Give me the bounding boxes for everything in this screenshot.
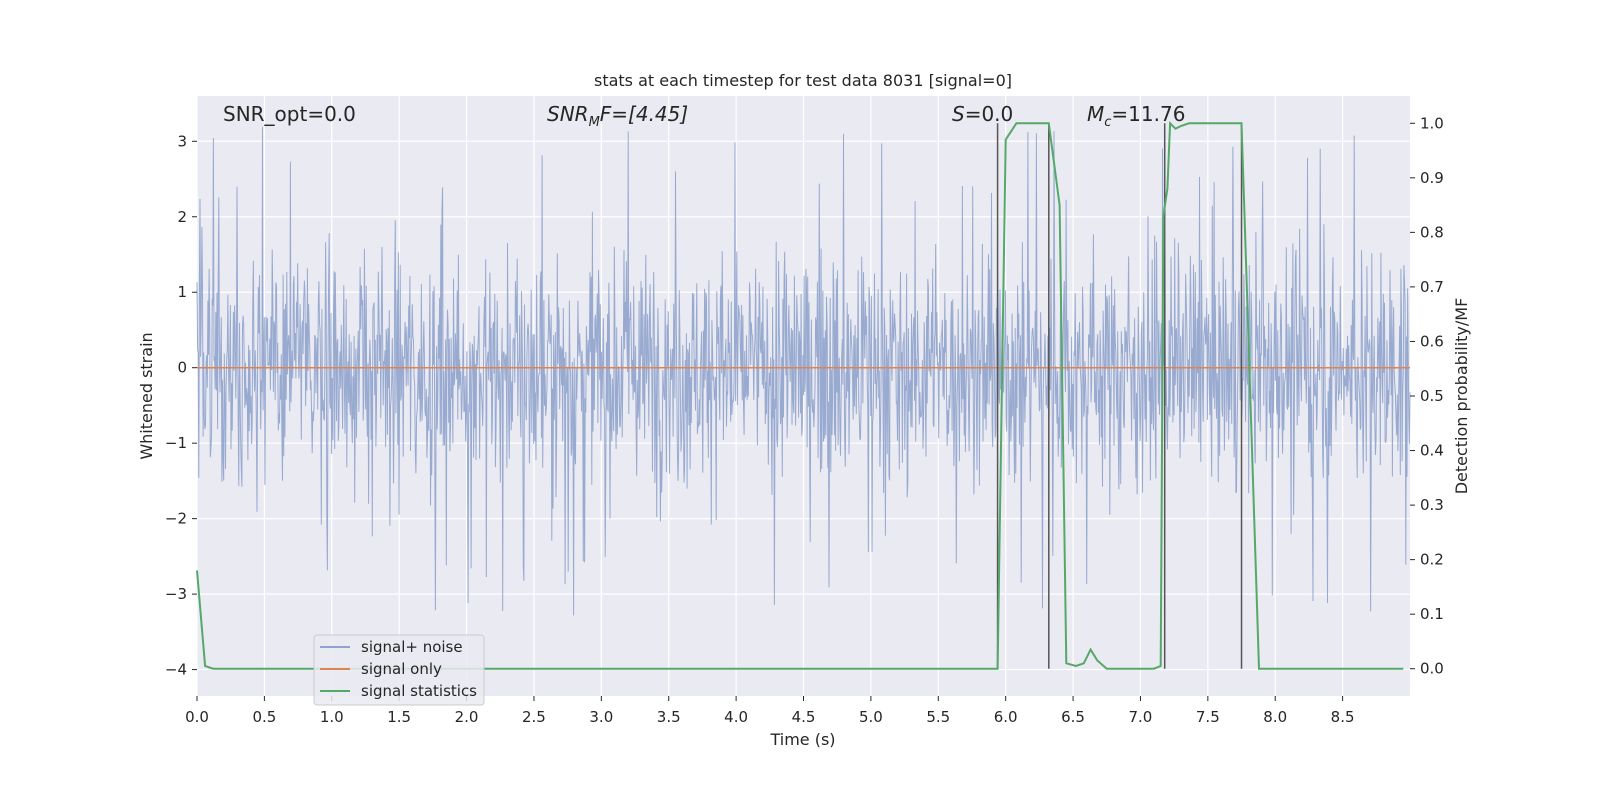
y-right-tick-label-0: 1.0 [1420,114,1444,132]
x-tick-label-12: 6.0 [994,708,1018,726]
legend-box [313,634,485,706]
y-tick-label-7: −4 [165,661,187,679]
y-tick-label-0: 3 [177,132,187,150]
annotation-mc: Mc=11.76 [1087,102,1185,130]
x-tick-label-10: 5.0 [859,708,883,726]
annotation-snr-opt: SNR_opt=0.0 [223,102,356,126]
chart-title: stats at each timestep for test data 803… [594,71,1012,90]
x-tick-label-17: 8.5 [1331,708,1355,726]
annotation-s-rest: =0.0 [965,102,1014,126]
x-tick-label-3: 1.5 [387,708,411,726]
x-axis-label: Time (s) [769,730,835,749]
y-right-tick-label-9: 0.1 [1420,605,1444,623]
x-tick-label-16: 8.0 [1263,708,1287,726]
y-right-tick-label-1: 0.9 [1420,169,1444,187]
annotation-s: S=0.0 [952,102,1013,126]
x-tick-label-6: 3.0 [589,708,613,726]
overlays [196,120,1410,670]
x-ticks: 0.0 0.5 1.0 1.5 2.0 2.5 3.0 3.5 4.0 4.5 5.0 5.5 6.0 6… [185,696,1355,726]
y-right-ticks: 1.0 0.9 0.8 0.7 0.6 0.5 0.4 0.3 0.2 0.1 0.0 [1410,114,1444,678]
annotation-s-main: S [952,102,965,126]
x-tick-label-2: 1.0 [320,708,344,726]
y-tick-label-6: −3 [165,585,187,603]
x-tick-label-4: 2.0 [455,708,479,726]
noise-line [196,126,1411,616]
legend-label-signal: signal only [361,660,442,678]
x-tick-label-7: 3.5 [657,708,681,726]
x-tick-label-1: 0.5 [252,708,276,726]
y-axis-label: Whitened strain [137,332,156,459]
y-tick-label-4: −1 [165,434,187,452]
y-right-tick-label-3: 0.7 [1420,278,1444,296]
y-right-tick-label-10: 0.0 [1420,660,1444,678]
annotation-snr-mf: SNRMF=[4.45] [547,102,688,130]
legend-label-noise: signal+ noise [361,638,463,656]
annotation-mc-rest: =11.76 [1111,102,1185,126]
legend: signal+ noise signal only signal statist… [313,634,485,706]
y-right-tick-label-7: 0.3 [1420,496,1444,514]
annotation-snr-mf-sub: M [589,115,600,130]
y-right-tick-label-4: 0.6 [1420,332,1444,350]
y-right-tick-label-8: 0.2 [1420,551,1444,569]
series-signal-noise [196,126,1411,616]
x-tick-label-11: 5.5 [926,708,950,726]
y-tick-label-2: 1 [177,283,187,301]
annotation-mc-main: M [1087,102,1104,126]
x-tick-label-8: 4.0 [724,708,748,726]
y-right-axis-label: Detection probability/MF [1452,298,1471,495]
x-tick-label-13: 6.5 [1061,708,1085,726]
x-tick-label-0: 0.0 [185,708,209,726]
annotation-snr-mf-main: SNR [547,102,589,126]
y-right-tick-label-6: 0.4 [1420,442,1444,460]
y-right-tick-label-5: 0.5 [1420,387,1444,405]
y-tick-label-1: 2 [177,208,187,226]
x-tick-label-9: 4.5 [792,708,816,726]
annotation-mc-sub: c [1104,115,1111,130]
x-tick-label-14: 7.0 [1129,708,1153,726]
y-right-tick-label-2: 0.8 [1420,223,1444,241]
y-tick-label-5: −2 [165,510,187,528]
x-tick-label-5: 2.5 [522,708,546,726]
x-tick-label-15: 7.5 [1196,708,1220,726]
legend-label-stats: signal statistics [361,682,477,700]
y-tick-label-3: 0 [177,359,187,377]
annotation-snr-mf-rest: F=[4.45] [600,102,688,126]
signal-statistics-line [196,120,1404,670]
y-ticks: 3 2 1 0 −1 −2 −3 −4 [165,132,197,679]
